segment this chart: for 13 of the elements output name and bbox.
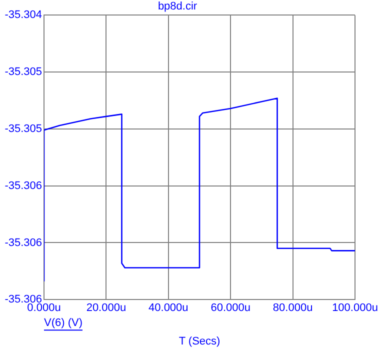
x-tick-label: 60.000u — [210, 302, 250, 314]
x-tick-label: 100.000u — [332, 302, 378, 314]
y-tick-label: -35.306 — [4, 236, 42, 249]
x-axis-title: T (Secs) — [178, 335, 220, 348]
text: V(6) (V) — [44, 317, 82, 330]
y-tick-label: -35.305 — [4, 66, 42, 78]
y-tick-label: -35.305 — [4, 122, 42, 135]
x-tick-label: 80.000u — [272, 302, 313, 314]
chart-title: bp8d.cir — [158, 0, 198, 13]
y-tick-label: -35.304 — [4, 9, 42, 22]
x-tick-label: 20.000u — [86, 302, 126, 314]
x-tick-label: 40.000u — [148, 302, 188, 314]
y-tick-label: -35.306 — [4, 180, 42, 192]
